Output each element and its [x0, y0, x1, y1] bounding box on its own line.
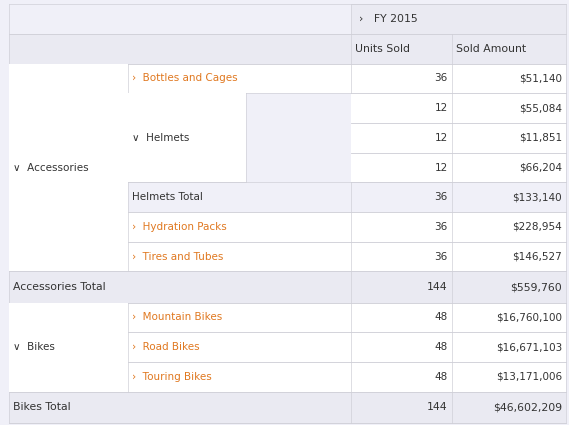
FancyBboxPatch shape — [129, 332, 352, 362]
Text: ∨  Bikes: ∨ Bikes — [13, 342, 55, 352]
Text: 12: 12 — [435, 162, 448, 173]
Text: ∨  Helmets: ∨ Helmets — [133, 133, 190, 143]
Text: 144: 144 — [427, 402, 448, 412]
FancyBboxPatch shape — [452, 362, 566, 392]
Text: $16,671,103: $16,671,103 — [496, 342, 562, 352]
Text: $11,851: $11,851 — [519, 133, 562, 143]
FancyBboxPatch shape — [129, 64, 352, 94]
FancyBboxPatch shape — [352, 392, 452, 423]
Text: 48: 48 — [435, 372, 448, 382]
FancyBboxPatch shape — [9, 392, 352, 423]
Text: $133,140: $133,140 — [513, 192, 562, 202]
FancyBboxPatch shape — [9, 34, 352, 64]
FancyBboxPatch shape — [129, 94, 245, 182]
Text: ›  Mountain Bikes: › Mountain Bikes — [133, 312, 222, 323]
Text: Units Sold: Units Sold — [356, 44, 410, 54]
Text: Sold Amount: Sold Amount — [456, 44, 526, 54]
FancyBboxPatch shape — [9, 303, 129, 392]
FancyBboxPatch shape — [352, 332, 452, 362]
Text: ›  Touring Bikes: › Touring Bikes — [133, 372, 212, 382]
FancyBboxPatch shape — [352, 272, 452, 303]
FancyBboxPatch shape — [129, 242, 352, 272]
Text: Bikes Total: Bikes Total — [13, 402, 70, 412]
Text: 12: 12 — [435, 103, 448, 113]
FancyBboxPatch shape — [452, 64, 566, 94]
Text: $46,602,209: $46,602,209 — [493, 402, 562, 412]
FancyBboxPatch shape — [352, 94, 452, 123]
FancyBboxPatch shape — [352, 123, 452, 153]
FancyBboxPatch shape — [352, 242, 452, 272]
Text: 144: 144 — [427, 282, 448, 292]
FancyBboxPatch shape — [452, 212, 566, 242]
FancyBboxPatch shape — [352, 34, 452, 64]
Text: 36: 36 — [435, 192, 448, 202]
Text: ›   FY 2015: › FY 2015 — [360, 14, 418, 24]
FancyBboxPatch shape — [9, 4, 352, 34]
FancyBboxPatch shape — [129, 362, 352, 392]
Text: ∨  Accessories: ∨ Accessories — [13, 162, 88, 173]
Text: $228,954: $228,954 — [513, 222, 562, 232]
Text: $16,760,100: $16,760,100 — [496, 312, 562, 323]
Text: $13,171,006: $13,171,006 — [496, 372, 562, 382]
Text: 36: 36 — [435, 222, 448, 232]
Text: 12: 12 — [435, 133, 448, 143]
Text: ›  Road Bikes: › Road Bikes — [133, 342, 200, 352]
Text: 48: 48 — [435, 342, 448, 352]
FancyBboxPatch shape — [352, 64, 452, 94]
Text: 36: 36 — [435, 252, 448, 262]
FancyBboxPatch shape — [129, 212, 352, 242]
FancyBboxPatch shape — [452, 303, 566, 332]
FancyBboxPatch shape — [452, 123, 566, 153]
FancyBboxPatch shape — [452, 392, 566, 423]
Text: $66,204: $66,204 — [519, 162, 562, 173]
FancyBboxPatch shape — [352, 362, 452, 392]
Text: ›  Bottles and Cages: › Bottles and Cages — [133, 74, 238, 83]
FancyBboxPatch shape — [352, 4, 566, 34]
Text: $55,084: $55,084 — [519, 103, 562, 113]
Text: ›  Tires and Tubes: › Tires and Tubes — [133, 252, 224, 262]
Text: $146,527: $146,527 — [513, 252, 562, 262]
FancyBboxPatch shape — [352, 182, 452, 212]
Text: Helmets Total: Helmets Total — [133, 192, 203, 202]
Text: 36: 36 — [435, 74, 448, 83]
FancyBboxPatch shape — [129, 303, 352, 332]
Text: Accessories Total: Accessories Total — [13, 282, 105, 292]
FancyBboxPatch shape — [452, 153, 566, 182]
Text: ›  Hydration Packs: › Hydration Packs — [133, 222, 227, 232]
FancyBboxPatch shape — [452, 272, 566, 303]
FancyBboxPatch shape — [452, 94, 566, 123]
FancyBboxPatch shape — [9, 272, 352, 303]
FancyBboxPatch shape — [129, 182, 352, 212]
Text: $51,140: $51,140 — [519, 74, 562, 83]
FancyBboxPatch shape — [452, 182, 566, 212]
FancyBboxPatch shape — [352, 303, 452, 332]
FancyBboxPatch shape — [352, 153, 452, 182]
FancyBboxPatch shape — [452, 34, 566, 64]
FancyBboxPatch shape — [452, 332, 566, 362]
Text: 48: 48 — [435, 312, 448, 323]
FancyBboxPatch shape — [352, 212, 452, 242]
FancyBboxPatch shape — [452, 242, 566, 272]
Text: $559,760: $559,760 — [510, 282, 562, 292]
FancyBboxPatch shape — [9, 64, 129, 272]
